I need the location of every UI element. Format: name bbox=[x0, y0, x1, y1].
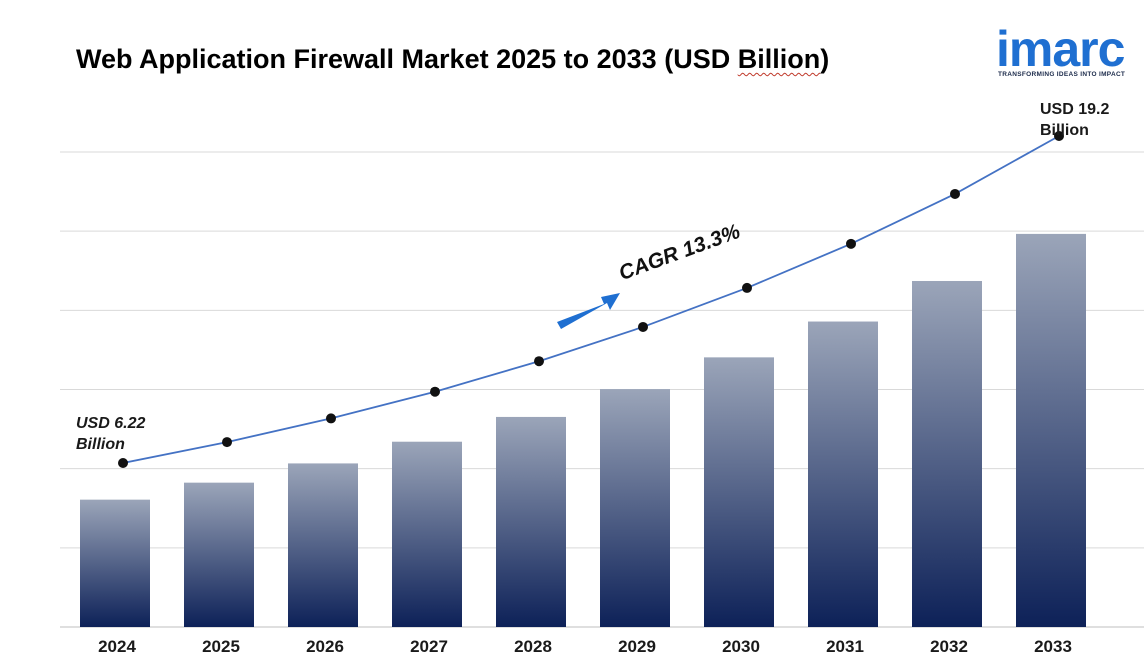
bar-2029 bbox=[600, 389, 670, 627]
x-label-2032: 2032 bbox=[930, 637, 968, 656]
trend-point-2027 bbox=[430, 386, 440, 397]
end-value-annotation: USD 19.2 Billion bbox=[1040, 99, 1109, 141]
start-value-line1: USD 6.22 bbox=[76, 415, 146, 432]
bar-2033 bbox=[1016, 233, 1086, 627]
trend-point-2024 bbox=[118, 458, 128, 468]
logo-tagline: TRANSFORMING IDEAS INTO IMPACT bbox=[998, 71, 1126, 78]
x-label-2029: 2029 bbox=[618, 637, 656, 656]
x-axis-labels: 2024 2025 2026 2027 2028 2029 2030 2031 2032 2033 bbox=[98, 637, 1072, 656]
bar-2027 bbox=[392, 441, 462, 627]
bar-2024 bbox=[80, 499, 150, 627]
end-value-line2: Billion bbox=[1040, 122, 1089, 139]
cagr-arrow-shape bbox=[557, 293, 620, 329]
trend-point-2031 bbox=[846, 238, 856, 249]
cagr-arrow-icon bbox=[557, 293, 620, 329]
x-label-2031: 2031 bbox=[826, 637, 864, 656]
logo-word: imarc bbox=[996, 21, 1125, 77]
bars bbox=[80, 233, 1086, 627]
chart-title: Web Application Firewall Market 2025 to … bbox=[76, 44, 829, 75]
x-label-2026: 2026 bbox=[306, 637, 344, 656]
trend-point-2025 bbox=[222, 437, 232, 448]
x-label-2024: 2024 bbox=[98, 637, 136, 656]
start-value-line2: Billion bbox=[76, 436, 125, 453]
bar-2031 bbox=[808, 321, 878, 627]
trend-point-2033 bbox=[1054, 131, 1064, 141]
trend-point-2030 bbox=[742, 282, 752, 293]
trend-point-2032 bbox=[950, 188, 960, 199]
bar-2032 bbox=[912, 280, 982, 627]
x-label-2033: 2033 bbox=[1034, 637, 1072, 656]
bar-2028 bbox=[496, 416, 566, 627]
chart-title-close: ) bbox=[820, 44, 830, 74]
trend-line bbox=[118, 131, 1064, 468]
x-label-2027: 2027 bbox=[410, 637, 448, 656]
trend-point-2026 bbox=[326, 413, 336, 424]
trend-point-2028 bbox=[534, 356, 544, 367]
chart-title-main: Web Application Firewall Market 2025 to … bbox=[76, 44, 738, 74]
imarc-logo: imarc TRANSFORMING IDEAS INTO IMPACT bbox=[996, 14, 1142, 84]
x-label-2025: 2025 bbox=[202, 637, 240, 656]
trend-line-path bbox=[122, 135, 1060, 464]
chart-title-billion: Billion bbox=[737, 44, 821, 74]
start-value-annotation: USD 6.22 Billion bbox=[76, 413, 145, 455]
bar-2026 bbox=[288, 463, 358, 627]
x-label-2030: 2030 bbox=[722, 637, 760, 656]
bar-2025 bbox=[184, 482, 254, 627]
end-value-line1: USD 19.2 bbox=[1040, 101, 1110, 118]
bar-2030 bbox=[704, 357, 774, 627]
trend-point-2029 bbox=[638, 321, 648, 332]
x-label-2028: 2028 bbox=[514, 637, 552, 656]
